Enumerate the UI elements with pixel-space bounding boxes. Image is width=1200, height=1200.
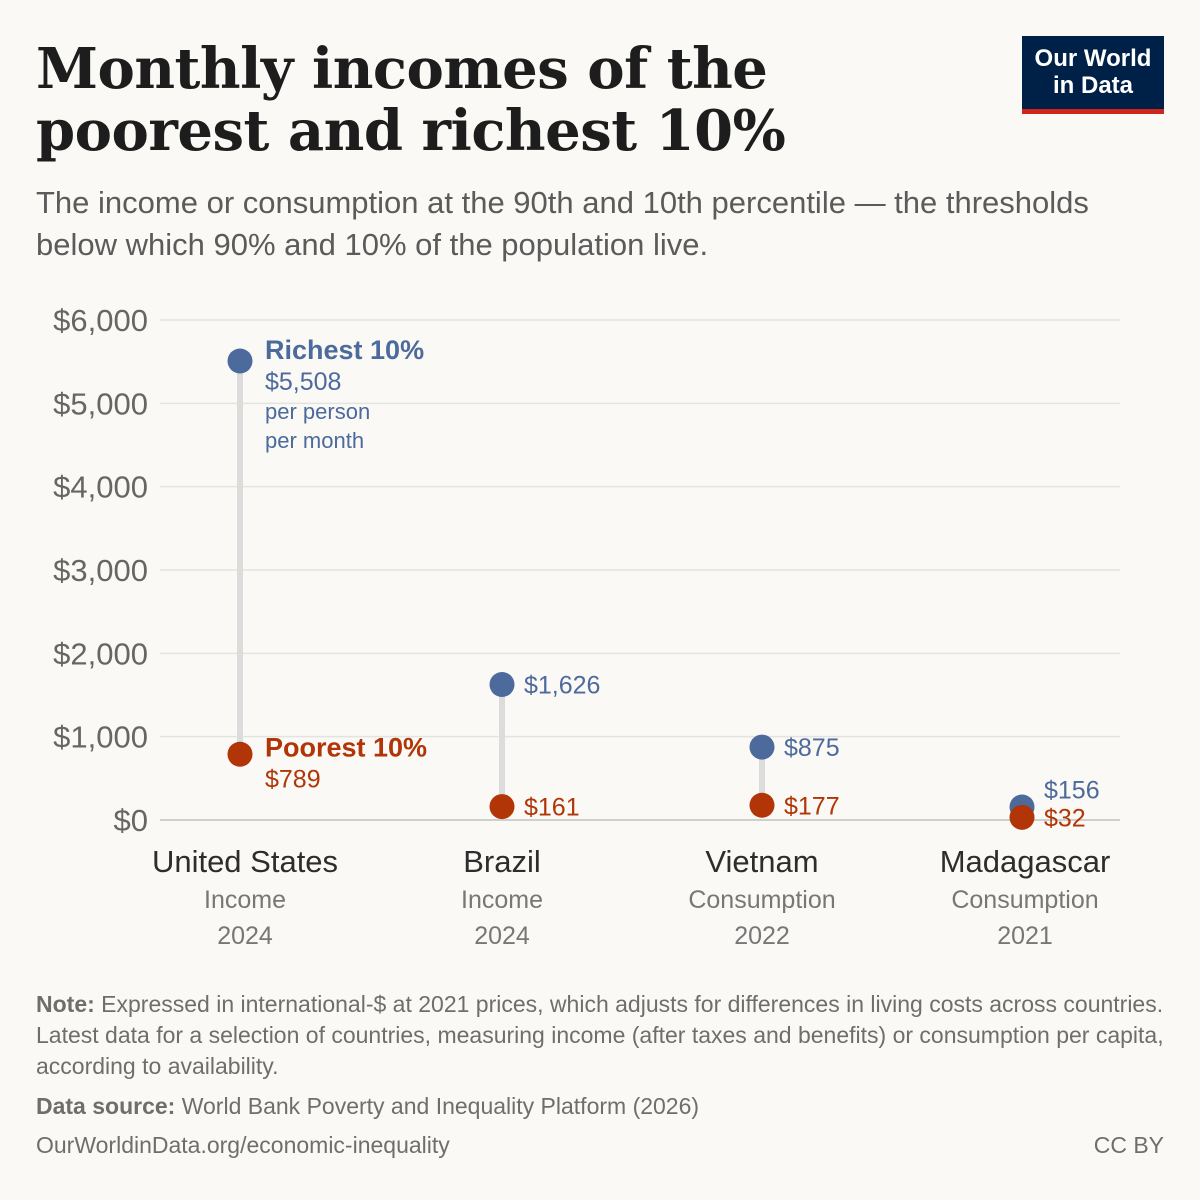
logo-line-2: in Data — [1052, 72, 1133, 99]
y-tick-label: $2,000 — [53, 636, 148, 671]
x-category-label: Vietnam — [705, 844, 818, 879]
dumbbell-chart: $0 $1,000 $2,000 $3,000 $4,000 $5,000 $6,000 Ri… — [53, 303, 1120, 950]
x-category-label: United States — [152, 844, 338, 879]
y-tick-label: $6,000 — [53, 303, 148, 338]
x-category-year: 2022 — [734, 922, 790, 950]
logo-line-1: Our World — [1034, 45, 1152, 72]
note-label: Note: — [36, 991, 95, 1017]
data-label: $156 — [1044, 776, 1100, 804]
owid-logo[interactable]: Our World in Data — [1022, 36, 1164, 114]
x-category-measure: Income — [461, 886, 543, 914]
richest-point[interactable] — [749, 734, 775, 760]
data-label: $875 — [784, 734, 840, 762]
richest-point[interactable] — [489, 672, 515, 697]
poorest-point[interactable] — [749, 792, 775, 818]
x-category-year: 2024 — [474, 922, 530, 950]
data-label: $177 — [784, 792, 840, 820]
data-label: $161 — [524, 794, 580, 822]
y-tick-label: $1,000 — [53, 720, 148, 755]
source-text: World Bank Poverty and Inequality Platfo… — [175, 1093, 700, 1119]
x-category-measure: Consumption — [688, 886, 835, 914]
footer-note: Note: Expressed in international-$ at 20… — [36, 989, 1164, 1082]
poorest-point[interactable] — [1009, 804, 1035, 830]
footer-url-link[interactable]: OurWorldinData.org/economic-inequality — [36, 1132, 450, 1158]
poorest-point[interactable] — [489, 794, 515, 820]
y-tick-label: $5,000 — [53, 386, 148, 421]
note-text: Expressed in international-$ at 2021 pri… — [36, 991, 1164, 1079]
annotation-text: per month — [265, 428, 364, 453]
richest-series-label: Richest 10% — [265, 335, 424, 365]
source-label: Data source: — [36, 1093, 176, 1119]
y-tick-label: $0 — [114, 803, 148, 838]
data-label: $32 — [1044, 804, 1086, 832]
license-link[interactable]: CC BY — [1093, 1132, 1164, 1158]
annotation-text: per person — [265, 399, 370, 424]
poorest-series-label: Poorest 10% — [265, 732, 427, 762]
x-category-year: 2024 — [217, 922, 273, 950]
x-category-year: 2021 — [997, 922, 1053, 950]
footer-source: Data source: World Bank Poverty and Ineq… — [36, 1091, 1164, 1122]
x-category-label: Madagascar — [940, 844, 1111, 879]
chart-subtitle: The income or consumption at the 90th an… — [36, 185, 1089, 262]
poorest-point[interactable] — [227, 741, 253, 767]
data-label: $789 — [265, 765, 321, 793]
y-tick-label: $4,000 — [53, 470, 148, 505]
chart-title: Monthly incomes of the poorest and riche… — [36, 36, 786, 164]
data-label: $5,508 — [265, 368, 341, 396]
data-label: $1,626 — [524, 672, 600, 700]
x-category-measure: Income — [204, 886, 286, 914]
x-category-label: Brazil — [463, 844, 541, 879]
y-tick-label: $3,000 — [53, 553, 148, 588]
x-category-measure: Consumption — [951, 886, 1098, 914]
richest-point[interactable] — [227, 348, 253, 374]
